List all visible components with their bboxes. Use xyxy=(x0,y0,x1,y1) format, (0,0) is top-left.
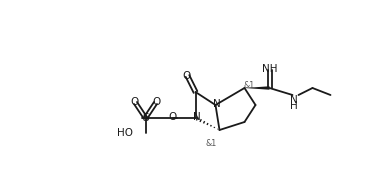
Text: NH: NH xyxy=(262,64,277,74)
Text: S: S xyxy=(142,113,149,123)
Text: O: O xyxy=(152,97,161,107)
Text: O: O xyxy=(182,71,191,81)
Text: N: N xyxy=(193,112,200,122)
Text: N: N xyxy=(290,95,297,105)
Polygon shape xyxy=(245,86,270,90)
Text: H: H xyxy=(290,101,297,111)
Text: &1: &1 xyxy=(244,80,255,90)
Text: O: O xyxy=(169,112,177,122)
Text: &1: &1 xyxy=(206,139,217,148)
Text: HO: HO xyxy=(118,128,133,138)
Text: N: N xyxy=(213,99,221,109)
Text: O: O xyxy=(130,97,139,107)
